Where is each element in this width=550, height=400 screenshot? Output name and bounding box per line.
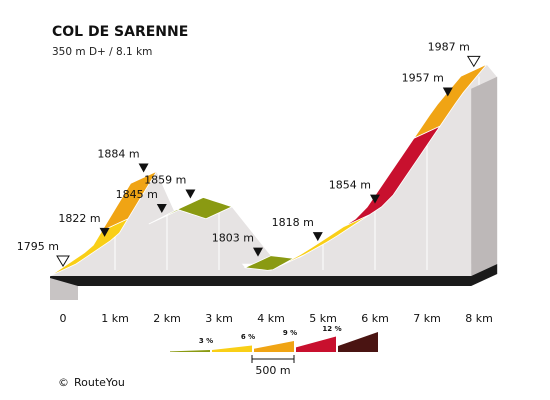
x-tick-label: 2 km bbox=[153, 312, 181, 325]
elevation-label: 1987 m bbox=[428, 40, 470, 53]
waypoint-marker-icon bbox=[185, 189, 196, 199]
waypoint-marker-icon bbox=[253, 247, 263, 257]
distance-axis: 0 1 km 2 km 3 km 4 km 5 km 6 km 7 km 8 km bbox=[60, 312, 493, 325]
footer: © RouteYou bbox=[58, 376, 125, 389]
elevation-label: 1803 m bbox=[212, 232, 254, 245]
x-tick-label: 3 km bbox=[205, 312, 233, 325]
waypoint-marker-icon bbox=[370, 194, 380, 204]
legend-label: 12 % bbox=[322, 325, 341, 333]
gradient-segment bbox=[100, 170, 158, 232]
profile-side-face bbox=[471, 76, 498, 276]
legend-swatch bbox=[338, 332, 378, 352]
elevation-label: 1884 m bbox=[97, 147, 139, 160]
x-tick-label: 5 km bbox=[309, 312, 337, 325]
elevation-label: 1845 m bbox=[116, 188, 158, 201]
summit-marker-icon bbox=[466, 55, 481, 68]
chart-title: COL DE SARENNE bbox=[52, 24, 188, 40]
elevation-label: 1957 m bbox=[402, 72, 444, 85]
waypoint-marker-icon bbox=[138, 163, 149, 173]
legend-swatch bbox=[254, 341, 294, 352]
waypoint-marker-icon bbox=[312, 232, 323, 242]
chart-subtitle: 350 m D+ / 8.1 km bbox=[52, 46, 152, 58]
legend-swatch bbox=[170, 350, 210, 352]
brand-name: RouteYou bbox=[74, 376, 125, 389]
legend-label: 3 % bbox=[199, 337, 213, 345]
elevation-label: 1859 m bbox=[144, 173, 186, 186]
profile-body bbox=[50, 63, 498, 300]
elevation-label: 1795 m bbox=[17, 240, 59, 253]
profile-base bbox=[50, 264, 498, 286]
x-tick-label: 1 km bbox=[101, 312, 129, 325]
x-tick-label: 7 km bbox=[413, 312, 441, 325]
gradient-segment bbox=[412, 63, 488, 140]
legend-swatch bbox=[212, 345, 252, 352]
elevation-markers: 1795 m 1822 m 1884 m 1845 m 1859 m 1803 m 1818… bbox=[17, 40, 481, 267]
x-tick-label: 8 km bbox=[465, 312, 493, 325]
waypoint-marker-icon bbox=[442, 87, 453, 97]
gradient-segment bbox=[176, 197, 234, 220]
copyright-symbol: © bbox=[58, 376, 69, 389]
elevation-label: 1822 m bbox=[58, 212, 100, 225]
legend-label: 6 % bbox=[241, 333, 255, 341]
x-tick-label: 6 km bbox=[361, 312, 389, 325]
elevation-label: 1818 m bbox=[272, 216, 314, 229]
legend-swatch bbox=[296, 336, 336, 352]
x-tick-label: 4 km bbox=[257, 312, 285, 325]
profile-front-face bbox=[50, 76, 472, 276]
legend-label: 9 % bbox=[283, 329, 297, 337]
x-tick-label: 0 bbox=[60, 312, 67, 325]
profile-base-front bbox=[50, 278, 78, 300]
waypoint-marker-icon bbox=[156, 204, 167, 213]
gradient-segments bbox=[49, 63, 488, 277]
elevation-label: 1854 m bbox=[329, 179, 371, 192]
scale-label: 500 m bbox=[255, 364, 290, 377]
waypoint-marker-icon bbox=[99, 227, 110, 237]
summit-marker-icon bbox=[56, 255, 70, 267]
gradient-legend: 3 % 6 % 9 % 12 % 500 m bbox=[170, 325, 378, 377]
